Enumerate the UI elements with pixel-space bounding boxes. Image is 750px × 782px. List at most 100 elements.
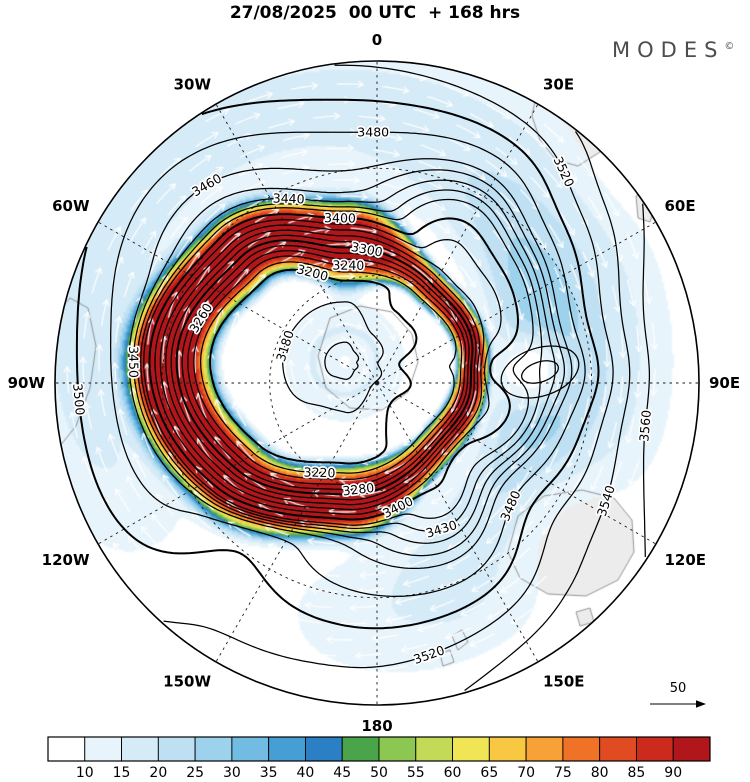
height-contour-3420 bbox=[143, 198, 534, 526]
contour-label: 3280 bbox=[342, 480, 375, 499]
height-contour-3460 bbox=[128, 158, 573, 570]
contour-label: 3560 bbox=[636, 409, 654, 442]
longitude-label-60W: 60W bbox=[52, 197, 90, 215]
contour-label-group: 3520 bbox=[410, 641, 448, 669]
colorbar-tick-label: 65 bbox=[480, 765, 498, 781]
colorbar-tick-label: 50 bbox=[370, 765, 388, 781]
brand-logo: MODES© bbox=[612, 38, 734, 62]
longitude-label-0: 0 bbox=[372, 31, 382, 49]
contour-label: 3480 bbox=[497, 488, 523, 523]
colorbar-cell bbox=[562, 736, 601, 762]
colorbar-cell bbox=[194, 736, 233, 762]
meridian-line bbox=[97, 221, 378, 384]
height-contour-3180 bbox=[281, 301, 384, 414]
colorbar-cell bbox=[84, 736, 123, 762]
contour-label-group: 3200 bbox=[294, 260, 332, 286]
longitude-label-180: 180 bbox=[361, 717, 392, 735]
colorbar-cell bbox=[157, 736, 196, 762]
colorbar-cell bbox=[121, 736, 159, 762]
height-contour-3480 bbox=[109, 131, 586, 598]
height-contour-3300 bbox=[175, 239, 474, 496]
colorbar-tick-label: 15 bbox=[113, 765, 131, 781]
contour-label: 3260 bbox=[186, 300, 215, 335]
height-contour-3160 bbox=[324, 341, 360, 381]
colorbar-tick-label: 90 bbox=[664, 765, 682, 781]
contour-label: 3180 bbox=[273, 328, 297, 363]
contour-label-group: 3280 bbox=[340, 478, 377, 500]
longitude-label-90W: 90W bbox=[8, 374, 46, 392]
height-contour-3520 bbox=[163, 64, 614, 669]
contour-label: 3200 bbox=[295, 261, 330, 284]
contour-label: 3520 bbox=[411, 642, 446, 667]
height-contour-3540 bbox=[464, 131, 631, 692]
longitude-label-150W: 150W bbox=[163, 673, 211, 691]
contour-label-group: 3440 bbox=[271, 189, 307, 208]
colorbar-frame bbox=[47, 736, 711, 762]
colorbar-cell bbox=[599, 736, 637, 762]
contour-labels: 3180320032203240326032803300340034003430… bbox=[68, 123, 656, 669]
longitude-label-30E: 30E bbox=[543, 76, 574, 94]
ridge-contour bbox=[521, 360, 559, 384]
meridian-line bbox=[376, 382, 539, 663]
colorbar-tick-label: 55 bbox=[407, 765, 425, 781]
map-boundary-circle bbox=[54, 60, 700, 706]
ridge-contour bbox=[500, 345, 580, 399]
longitude-label-120W: 120W bbox=[42, 551, 90, 569]
contour-label-group: 3540 bbox=[592, 482, 619, 520]
brand-name: MODES bbox=[612, 38, 724, 62]
latitude-circle bbox=[269, 275, 485, 491]
wind-reference-value: 50 bbox=[670, 681, 687, 696]
colorbar-tick-label: 85 bbox=[628, 765, 646, 781]
meridian-line bbox=[376, 103, 539, 384]
contour-label-group: 3180 bbox=[271, 327, 298, 365]
meridian-line bbox=[215, 382, 378, 663]
longitude-label-60E: 60E bbox=[665, 197, 696, 215]
longitude-label-90E: 90E bbox=[709, 374, 740, 392]
colorbar-cell bbox=[488, 736, 527, 762]
colorbar-cell bbox=[378, 736, 417, 762]
contour-label: 3400 bbox=[324, 210, 356, 225]
height-contour-3220 bbox=[199, 261, 457, 474]
contour-label: 3500 bbox=[70, 383, 88, 416]
height-contour-3450 bbox=[132, 169, 566, 557]
colorbar-tick-label: 40 bbox=[297, 765, 315, 781]
meridian-line bbox=[376, 221, 657, 384]
contour-label-group: 3520 bbox=[549, 152, 579, 191]
colorbar-tick-label: 10 bbox=[76, 765, 94, 781]
chart-title: 27/08/2025 00 UTC + 168 hrs bbox=[230, 3, 520, 23]
meridian-line bbox=[215, 103, 378, 384]
height-contour-3280 bbox=[181, 244, 470, 491]
height-contour-3380 bbox=[154, 219, 502, 516]
colorbar-tick-label: 80 bbox=[591, 765, 609, 781]
contour-label: 3220 bbox=[303, 464, 335, 480]
contour-label: 3520 bbox=[551, 154, 578, 189]
colorbar-tick-label: 30 bbox=[223, 765, 241, 781]
contour-label: 3460 bbox=[189, 170, 224, 199]
contour-label-group: 3430 bbox=[422, 515, 460, 542]
colorbar-cell bbox=[452, 736, 490, 762]
height-contour-3340 bbox=[165, 229, 481, 506]
contour-label: 3430 bbox=[424, 517, 459, 541]
graticule bbox=[55, 61, 699, 705]
longitude-labels: 0 30E 60E 90E 120E 150E 180 150W 120W 90W 60W 30W bbox=[8, 31, 741, 735]
contour-label-group: 3300 bbox=[348, 237, 386, 261]
height-contour-3560 bbox=[642, 203, 651, 558]
contour-label-group: 3560 bbox=[635, 408, 656, 444]
colorbar-cell bbox=[341, 736, 380, 762]
contour-label-group: 3500 bbox=[68, 381, 89, 417]
colorbar-cell bbox=[525, 736, 564, 762]
longitude-label-120E: 120E bbox=[665, 551, 707, 569]
height-contour-3430 bbox=[140, 189, 543, 532]
colorbar-cell bbox=[672, 736, 711, 762]
contour-label-group: 3450 bbox=[124, 344, 143, 379]
colorbar-tick-label: 35 bbox=[260, 765, 278, 781]
colorbar-cell bbox=[304, 736, 343, 762]
colorbar-tick-label: 45 bbox=[333, 765, 351, 781]
height-contour-3400 bbox=[148, 213, 520, 521]
longitude-label-150E: 150E bbox=[543, 673, 585, 691]
height-contour-3240 bbox=[193, 255, 463, 481]
latitude-circle bbox=[161, 167, 593, 599]
colorbar-tick-label: 70 bbox=[517, 765, 535, 781]
meridian-line bbox=[97, 382, 378, 545]
